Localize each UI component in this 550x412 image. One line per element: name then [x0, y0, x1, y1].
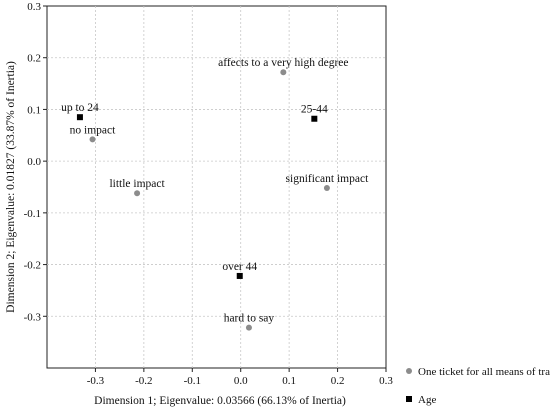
x-tick-label: 0.2 — [331, 375, 345, 387]
y-tick-label: 0.1 — [27, 104, 41, 116]
point-label-hard-to-say: hard to say — [224, 313, 275, 325]
y-tick-label: 0.0 — [27, 156, 41, 168]
legend-label-series-1: One ticket for all means of transport — [418, 366, 550, 378]
x-tick-label: 0.3 — [379, 375, 393, 387]
legend: One ticket for all means of transport Ag… — [406, 366, 550, 406]
point-label-up-to-24: up to 24 — [61, 102, 99, 114]
point-circle-no-impact — [89, 136, 96, 143]
x-tick-label: 0.1 — [282, 375, 296, 387]
data-points — [76, 69, 330, 331]
x-tick-label: -0.2 — [135, 375, 152, 387]
point-square-over-44 — [236, 272, 243, 279]
point-square-up-to-24 — [76, 114, 83, 121]
point-labels: affects to a very high degree no impact li… — [61, 57, 369, 324]
point-circle-significant-impact — [323, 185, 330, 192]
point-circle-little-impact — [134, 190, 141, 197]
point-square-25-44 — [311, 115, 318, 122]
point-circle-hard-to-say — [245, 324, 252, 331]
tick-labels: -0.3 -0.2 -0.1 0.0 0.1 0.2 0.3 0.3 0.2 0.1 0.0 -0.1… — [24, 1, 394, 387]
y-tick-label: 0.3 — [27, 1, 41, 13]
point-label-significant-impact: significant impact — [286, 173, 370, 185]
point-label-25-44: 25-44 — [301, 104, 328, 116]
x-axis-title: Dimension 1; Eigenvalue: 0.03566 (66.13%… — [94, 395, 346, 407]
x-tick-label: 0.0 — [234, 375, 248, 387]
x-tick-label: -0.3 — [87, 375, 105, 387]
point-label-no-impact: no impact — [70, 124, 116, 136]
legend-marker-square — [406, 396, 412, 402]
point-label-affects-to-a-very-high-degree: affects to a very high degree — [218, 57, 348, 69]
y-tick-label: -0.1 — [24, 208, 41, 220]
x-tick-label: -0.1 — [184, 375, 201, 387]
y-tick-label: -0.2 — [24, 260, 41, 272]
point-label-little-impact: little impact — [109, 178, 165, 190]
y-axis-title: Dimension 2; Eigenvalue: 0.01827 (33.87%… — [5, 61, 17, 313]
y-tick-label: 0.2 — [27, 53, 41, 65]
point-label-over-44: over 44 — [222, 261, 257, 273]
grid — [47, 6, 386, 368]
point-circle-affects-to-a-very-high-degree — [280, 69, 287, 76]
y-tick-label: -0.3 — [24, 311, 42, 323]
legend-marker-circle — [406, 368, 412, 374]
legend-label-series-2: Age — [418, 394, 436, 406]
